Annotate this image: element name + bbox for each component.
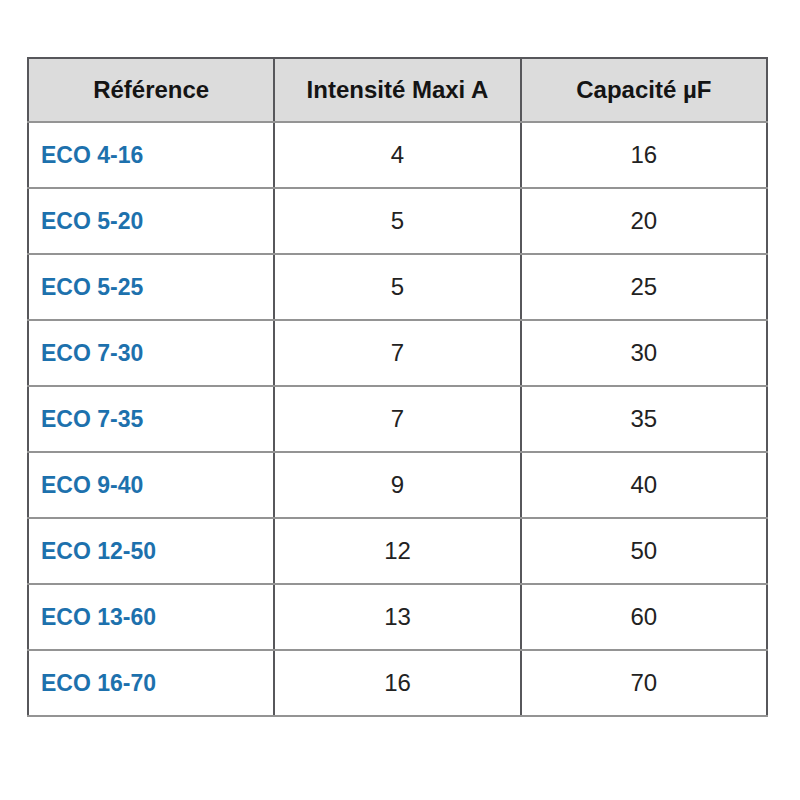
header-reference: Référence <box>28 58 274 122</box>
capacity-cell: 20 <box>521 188 767 254</box>
capacity-cell: 30 <box>521 320 767 386</box>
table-row: ECO 5-20 5 20 <box>28 188 767 254</box>
capacity-cell: 35 <box>521 386 767 452</box>
intensity-cell: 16 <box>274 650 520 716</box>
intensity-cell: 7 <box>274 320 520 386</box>
table-row: ECO 12-50 12 50 <box>28 518 767 584</box>
header-capacity: Capacité µF <box>521 58 767 122</box>
table-row: ECO 7-35 7 35 <box>28 386 767 452</box>
intensity-cell: 5 <box>274 188 520 254</box>
reference-cell: ECO 5-25 <box>28 254 274 320</box>
capacity-cell: 40 <box>521 452 767 518</box>
capacity-cell: 50 <box>521 518 767 584</box>
capacity-cell: 16 <box>521 122 767 188</box>
table-row: ECO 4-16 4 16 <box>28 122 767 188</box>
reference-cell: ECO 13-60 <box>28 584 274 650</box>
reference-cell: ECO 7-35 <box>28 386 274 452</box>
table-row: ECO 5-25 5 25 <box>28 254 767 320</box>
table-row: ECO 7-30 7 30 <box>28 320 767 386</box>
intensity-cell: 12 <box>274 518 520 584</box>
intensity-cell: 4 <box>274 122 520 188</box>
header-row: Référence Intensité Maxi A Capacité µF <box>28 58 767 122</box>
reference-cell: ECO 12-50 <box>28 518 274 584</box>
intensity-cell: 13 <box>274 584 520 650</box>
capacity-cell: 60 <box>521 584 767 650</box>
reference-cell: ECO 5-20 <box>28 188 274 254</box>
reference-cell: ECO 9-40 <box>28 452 274 518</box>
intensity-cell: 7 <box>274 386 520 452</box>
table-body: ECO 4-16 4 16 ECO 5-20 5 20 ECO 5-25 5 2… <box>28 122 767 716</box>
reference-cell: ECO 7-30 <box>28 320 274 386</box>
table-row: ECO 16-70 16 70 <box>28 650 767 716</box>
reference-cell: ECO 4-16 <box>28 122 274 188</box>
reference-cell: ECO 16-70 <box>28 650 274 716</box>
capacity-cell: 70 <box>521 650 767 716</box>
intensity-cell: 5 <box>274 254 520 320</box>
table-row: ECO 9-40 9 40 <box>28 452 767 518</box>
table-header: Référence Intensité Maxi A Capacité µF <box>28 58 767 122</box>
intensity-cell: 9 <box>274 452 520 518</box>
capacity-cell: 25 <box>521 254 767 320</box>
table-row: ECO 13-60 13 60 <box>28 584 767 650</box>
capacitor-spec-table: Référence Intensité Maxi A Capacité µF E… <box>27 57 768 717</box>
header-intensity: Intensité Maxi A <box>274 58 520 122</box>
